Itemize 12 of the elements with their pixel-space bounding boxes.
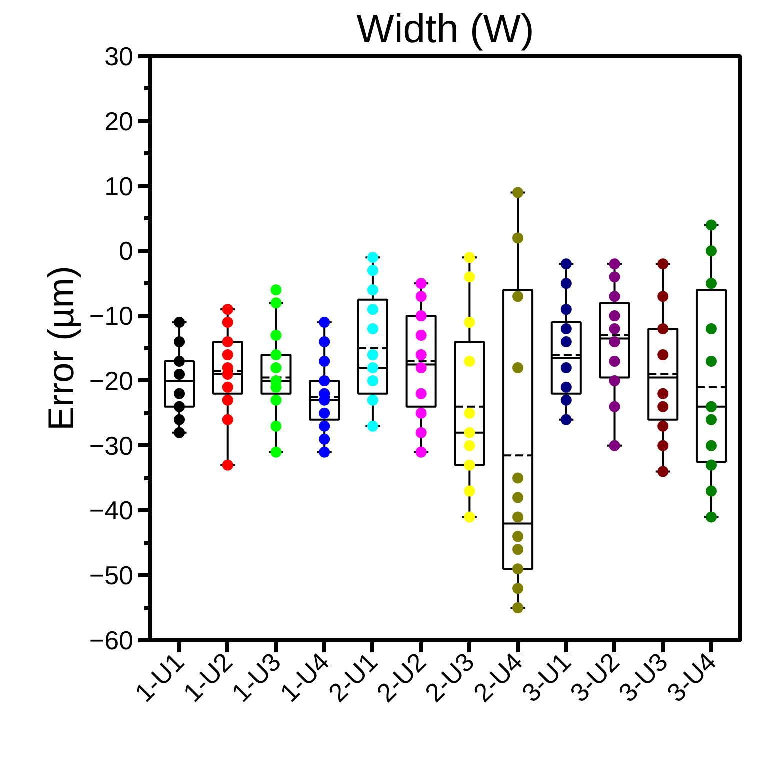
- y-tick-label: −60: [89, 626, 134, 656]
- y-tick-label: 10: [104, 171, 134, 202]
- chart-title: Width (W): [356, 8, 534, 52]
- y-tick-label: −20: [89, 366, 134, 396]
- y-tick-label: −50: [89, 560, 134, 591]
- y-axis-title: Error (µm): [40, 266, 82, 431]
- y-tick-label: 30: [104, 42, 134, 72]
- y-tick-label: −40: [89, 496, 134, 526]
- y-tick-label: −10: [89, 301, 134, 332]
- y-tick-label: 20: [104, 106, 134, 136]
- y-tick-label: −30: [89, 430, 134, 461]
- y-tick-label: 0: [119, 236, 134, 266]
